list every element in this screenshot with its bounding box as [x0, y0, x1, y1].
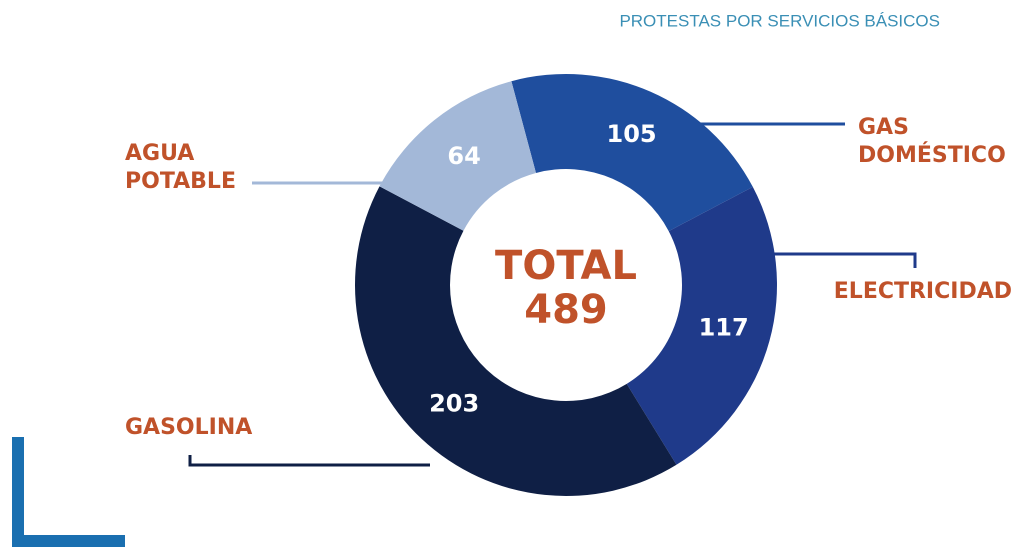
value-label: 203: [429, 389, 479, 417]
value-label: 64: [447, 142, 480, 170]
category-label: GASOLINA: [125, 415, 252, 440]
leader-line: [188, 455, 430, 467]
category-label-line: GAS: [858, 115, 909, 140]
category-label-line: AGUA: [125, 141, 194, 166]
donut-slice: [626, 186, 777, 465]
category-label: AGUA POTABLE: [125, 141, 236, 194]
category-label-line: POTABLE: [125, 169, 236, 194]
category-label: ELECTRICIDAD: [834, 279, 1012, 304]
category-label-line: DOMÉSTICO: [858, 142, 1006, 168]
chart-title: PROTESTAS POR SERVICIOS BÁSICOS: [619, 11, 940, 30]
decoration: [12, 437, 125, 547]
donut-slice: [355, 186, 677, 497]
value-label: 117: [699, 313, 749, 341]
leader-line: [770, 252, 917, 268]
center-label: TOTAL: [495, 243, 637, 289]
center-total: 489: [524, 287, 608, 333]
donut-slice: [379, 81, 536, 231]
value-label: 105: [607, 120, 657, 148]
donut-slice: [511, 74, 753, 232]
category-label: GAS DOMÉSTICO: [858, 115, 1006, 168]
